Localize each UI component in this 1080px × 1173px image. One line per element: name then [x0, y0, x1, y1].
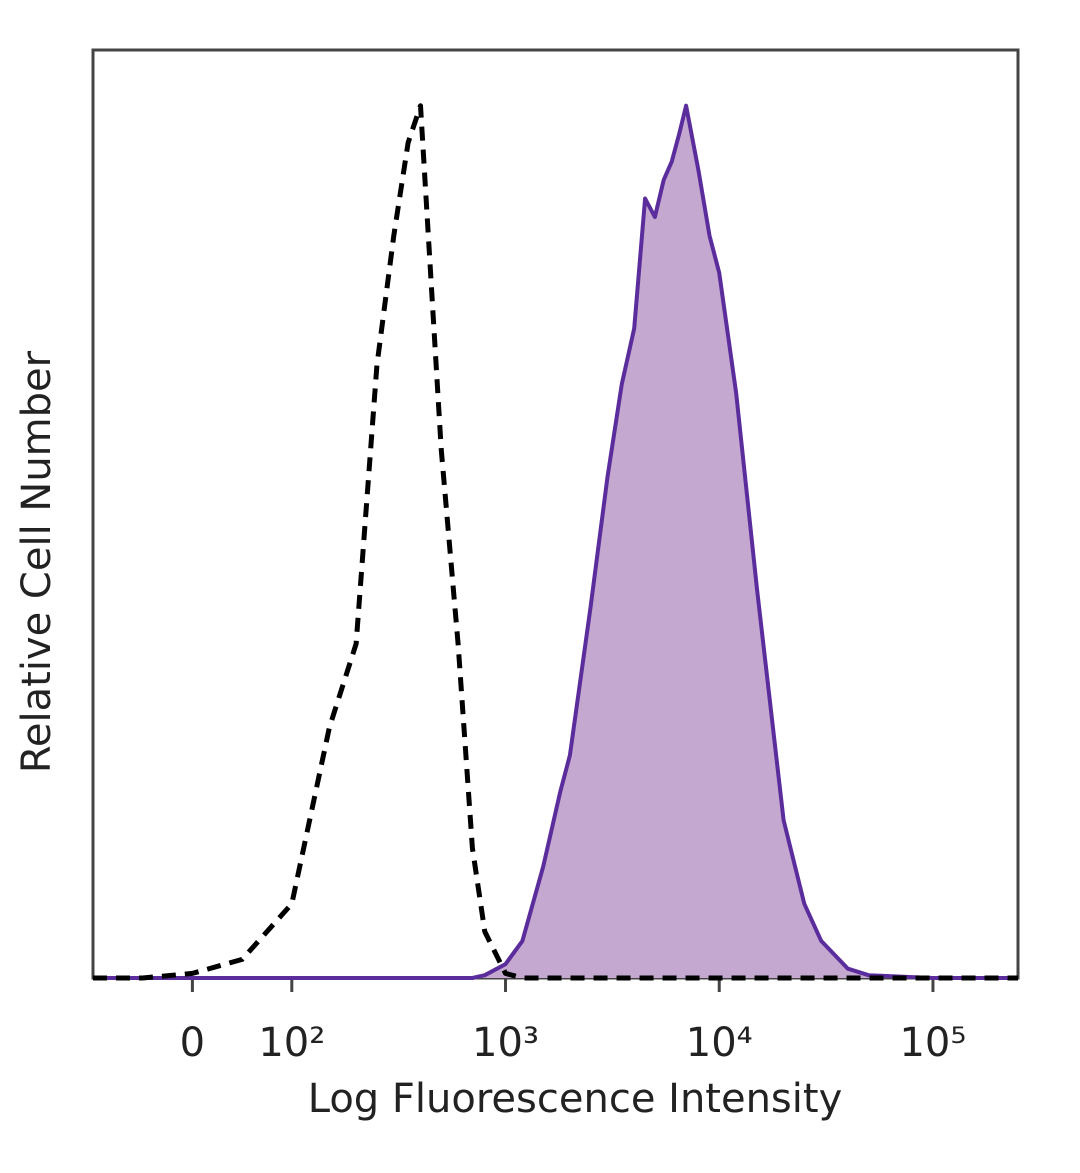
x-tick-label: 10³ [472, 1020, 539, 1066]
x-tick-label: 10² [258, 1020, 325, 1066]
filled-histogram [93, 103, 1018, 980]
y-axis-label: Relative Cell Number [14, 350, 60, 773]
x-tick-label: 0 [180, 1020, 205, 1066]
x-axis-label: Log Fluorescence Intensity [308, 1076, 843, 1122]
x-tick-label: 10⁵ [899, 1020, 966, 1066]
histogram-line [93, 103, 1018, 981]
x-tick-label: 10⁴ [686, 1020, 753, 1066]
